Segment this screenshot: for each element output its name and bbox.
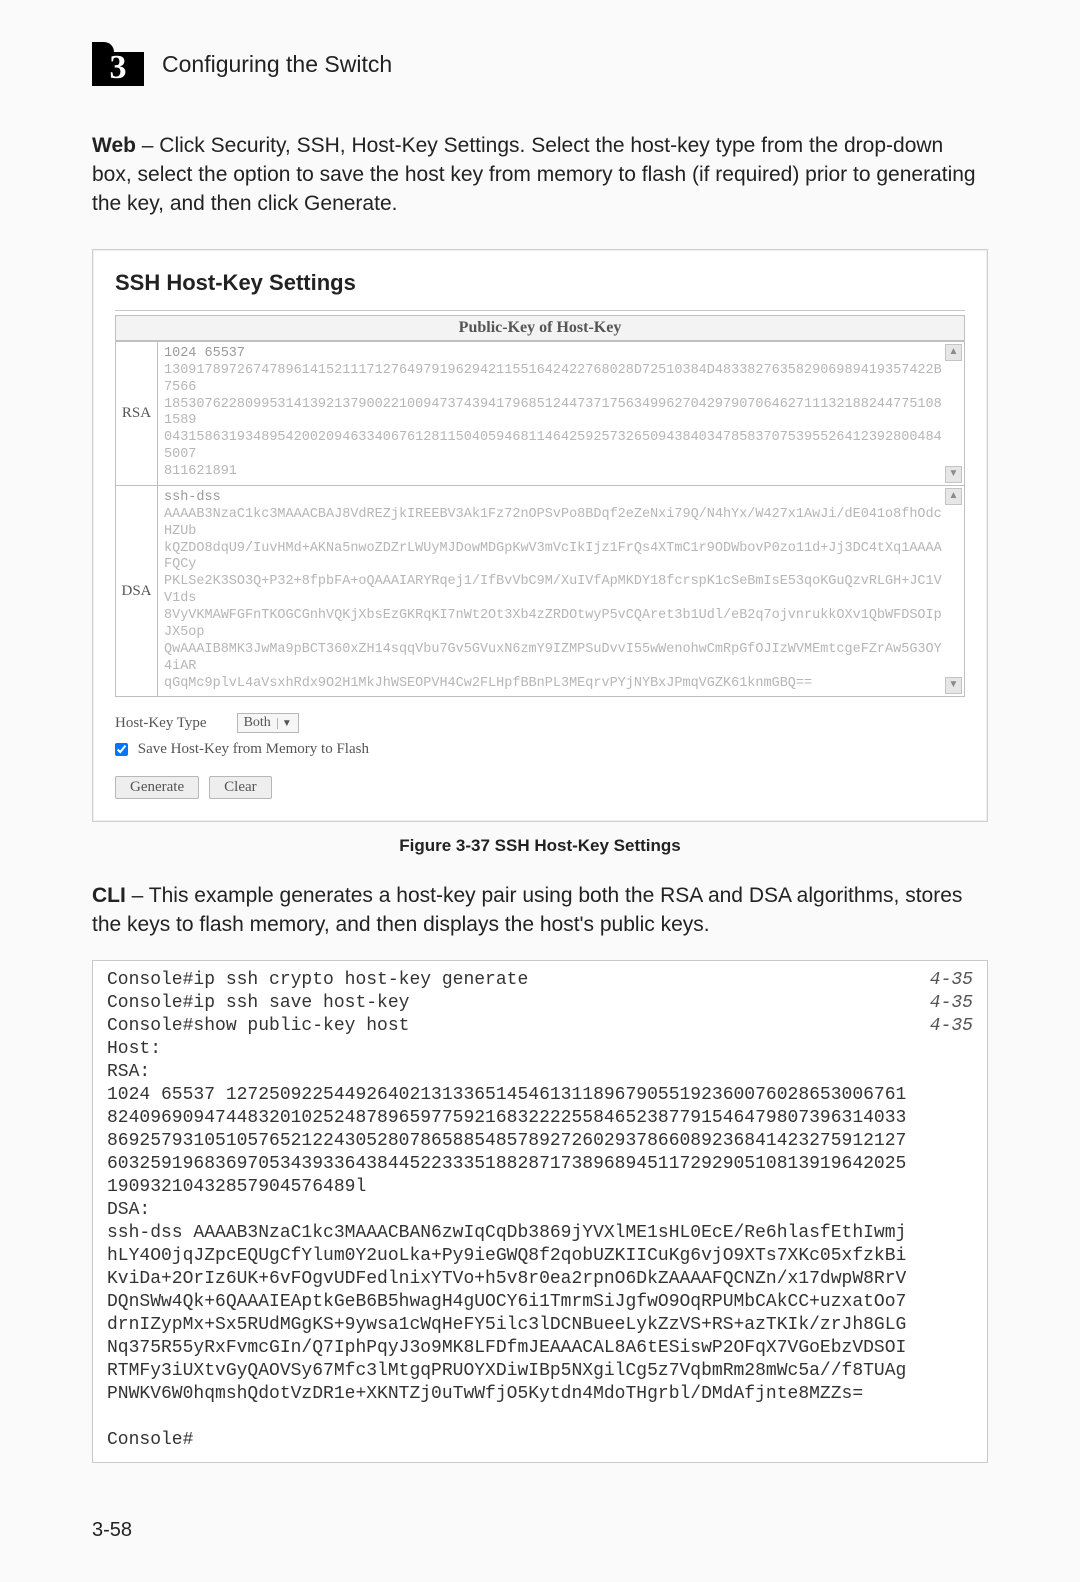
chapter-title: Configuring the Switch bbox=[162, 51, 392, 78]
chevron-down-icon: ▼ bbox=[277, 718, 296, 729]
divider bbox=[115, 310, 965, 311]
intro-bold: Web bbox=[92, 134, 136, 157]
scroll-up-icon[interactable]: ▲ bbox=[945, 488, 962, 505]
cli-output-box: Console#ip ssh crypto host-key generate4… bbox=[92, 960, 988, 1464]
chapter-header: 3 Configuring the Switch bbox=[92, 42, 988, 86]
cli-intro-paragraph: CLI – This example generates a host-key … bbox=[92, 882, 988, 939]
save-to-flash-row: Save Host-Key from Memory to Flash bbox=[115, 741, 965, 758]
clear-button[interactable]: Clear bbox=[209, 776, 271, 799]
dropdown-value: Both bbox=[244, 715, 271, 731]
cli-intro-text: – This example generates a host-key pair… bbox=[92, 884, 962, 936]
button-row: Generate Clear bbox=[115, 776, 965, 799]
cli-intro-bold: CLI bbox=[92, 884, 126, 907]
rsa-key-textarea[interactable]: 1024 65537130917897267478961415211171276… bbox=[158, 342, 964, 485]
generate-button[interactable]: Generate bbox=[115, 776, 199, 799]
intro-paragraph: Web – Click Security, SSH, Host-Key Sett… bbox=[92, 132, 988, 219]
host-key-table: RSA 1024 6553713091789726747896141521117… bbox=[115, 341, 965, 698]
figure-caption: Figure 3-37 SSH Host-Key Settings bbox=[92, 836, 988, 856]
scroll-down-icon[interactable]: ▼ bbox=[945, 677, 962, 694]
dsa-key-textarea[interactable]: ssh-dssAAAAB3NzaC1kc3MAAACBAJ8VdREZjkIRE… bbox=[158, 486, 964, 697]
save-to-flash-checkbox[interactable] bbox=[115, 743, 128, 756]
host-key-type-dropdown[interactable]: Both ▼ bbox=[237, 713, 299, 733]
intro-text: – Click Security, SSH, Host-Key Settings… bbox=[92, 134, 976, 215]
chapter-number: 3 bbox=[92, 52, 144, 86]
rsa-label: RSA bbox=[116, 341, 158, 485]
scroll-down-icon[interactable]: ▼ bbox=[945, 466, 962, 483]
host-key-type-row: Host-Key Type Both ▼ bbox=[115, 713, 965, 733]
chapter-tab-icon: 3 bbox=[92, 42, 148, 86]
dsa-label: DSA bbox=[116, 485, 158, 697]
page-number: 3-58 bbox=[92, 1519, 988, 1542]
panel-heading: SSH Host-Key Settings bbox=[115, 270, 965, 296]
dsa-key-cell: ssh-dssAAAAB3NzaC1kc3MAAACBAJ8VdREZjkIRE… bbox=[158, 485, 965, 697]
ssh-settings-panel: SSH Host-Key Settings Public-Key of Host… bbox=[92, 249, 988, 823]
rsa-key-cell: 1024 65537130917897267478961415211171276… bbox=[158, 341, 965, 485]
save-to-flash-label: Save Host-Key from Memory to Flash bbox=[138, 741, 369, 757]
scroll-up-icon[interactable]: ▲ bbox=[945, 344, 962, 361]
host-key-type-label: Host-Key Type bbox=[115, 715, 207, 732]
table-header: Public-Key of Host-Key bbox=[115, 315, 965, 341]
